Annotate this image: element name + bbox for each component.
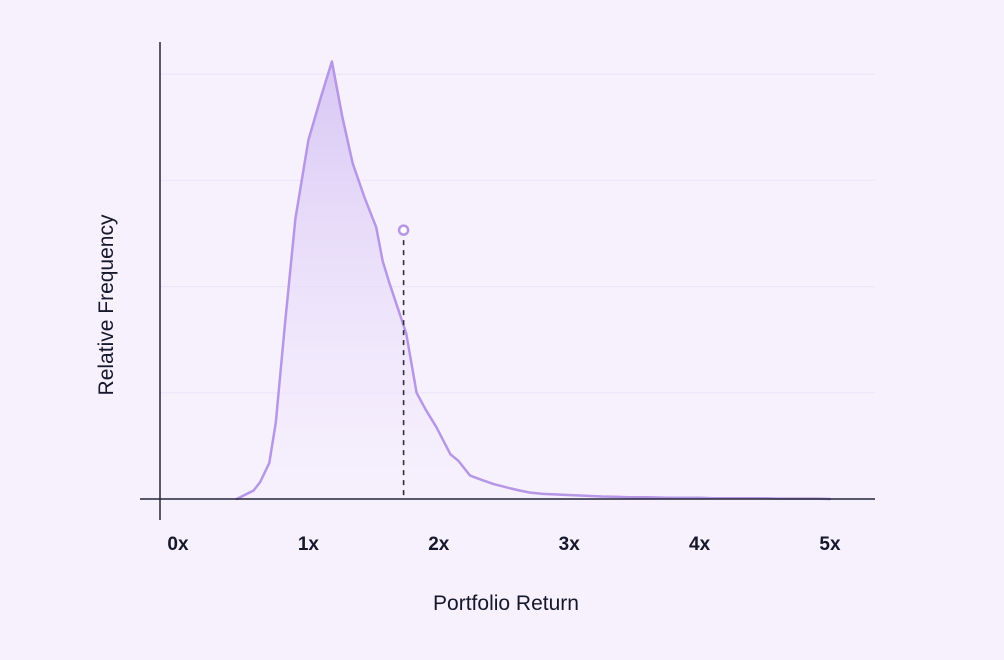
x-axis-title: Portfolio Return (433, 592, 579, 615)
x-tick-label: 5x (819, 534, 841, 555)
x-tick-label: 0x (167, 534, 189, 555)
marker-point[interactable] (397, 224, 410, 236)
distribution-area (236, 61, 830, 499)
grid-lines (160, 73, 875, 394)
x-tick-label: 2x (428, 534, 450, 555)
x-tick-label: 3x (559, 534, 581, 555)
x-tick-labels: 0x 1x 2x 3x 4x 5x (167, 534, 841, 555)
x-tick-label: 4x (689, 534, 711, 555)
distribution-line (235, 60, 832, 501)
x-tick-label: 1x (298, 534, 320, 555)
y-axis-title: Relative Frequency (95, 214, 118, 395)
